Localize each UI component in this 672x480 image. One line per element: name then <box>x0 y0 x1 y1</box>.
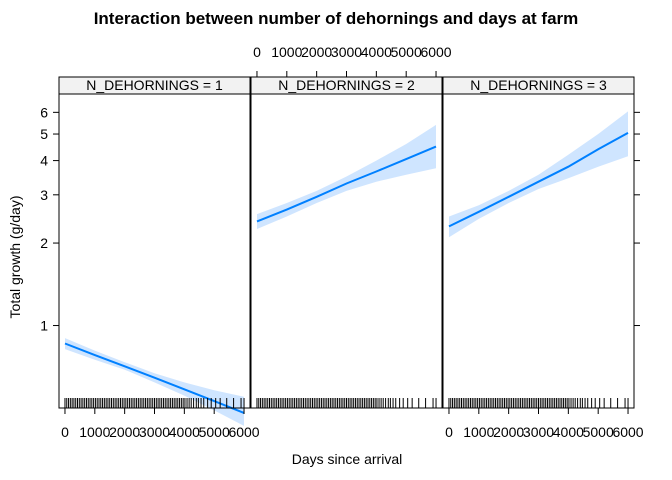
x-tick-label: 4000 <box>361 44 392 60</box>
strip-label: N_DEHORNINGS = 2 <box>278 77 415 93</box>
x-tick-label: 3000 <box>139 424 170 440</box>
y-tick-label: 3 <box>40 187 48 203</box>
strip-label: N_DEHORNINGS = 3 <box>470 77 607 93</box>
fit-line <box>256 145 437 223</box>
x-tick-label: 6000 <box>228 424 259 440</box>
panels: N_DEHORNINGS = 10 10002000300040005000600… <box>40 44 644 440</box>
x-tick-label: 3000 <box>331 44 362 60</box>
confidence-band <box>449 111 628 238</box>
rug <box>448 398 629 408</box>
y-axis: 1 2 3 4 5 6 <box>40 104 640 334</box>
x-tick-label: 1000 <box>271 44 302 60</box>
panel-1: N_DEHORNINGS = 1 0 10002000300040005000600… <box>58 76 260 440</box>
panel-2: N_DEHORNINGS = 2 0 10002000300040005000600… <box>250 44 452 409</box>
x-tick-label: 4000 <box>169 424 200 440</box>
strip-label: N_DEHORNINGS = 1 <box>86 77 223 93</box>
x-tick-label: 0 <box>445 424 453 440</box>
x-tick-label: 5000 <box>199 424 230 440</box>
x-tick-label: 2000 <box>301 44 332 60</box>
x-tick-label: 1000 <box>463 424 494 440</box>
confidence-band <box>257 124 436 229</box>
y-axis-label: Total growth (g/day) <box>7 196 23 319</box>
x-tick-label: 3000 <box>523 424 554 440</box>
panel-border <box>250 93 443 409</box>
chart-title: Interaction between number of dehornings… <box>94 9 579 28</box>
y-tick-label: 1 <box>40 318 48 334</box>
y-tick-label: 6 <box>40 104 48 120</box>
x-tick-label: 6000 <box>612 424 643 440</box>
y-tick-label: 5 <box>40 126 48 142</box>
panel-3: N_DEHORNINGS = 3 0 10002000300040005000600… <box>442 76 644 440</box>
x-tick-label: 2000 <box>493 424 524 440</box>
fit-line <box>64 342 245 414</box>
panel-border <box>58 93 251 409</box>
x-tick-label: 4000 <box>553 424 584 440</box>
rug <box>256 398 437 408</box>
x-tick-label: 1000 <box>79 424 110 440</box>
x-tick-label: 2000 <box>109 424 140 440</box>
rug <box>64 398 245 408</box>
x-tick-label: 0 <box>61 424 69 440</box>
x-tick-label: 0 <box>253 44 261 60</box>
y-tick-label: 2 <box>40 235 48 251</box>
x-tick-label: 5000 <box>583 424 614 440</box>
x-axis-label: Days since arrival <box>292 451 402 467</box>
y-tick-label: 4 <box>40 153 48 169</box>
x-tick-label: 5000 <box>391 44 422 60</box>
x-tick-label: 6000 <box>420 44 451 60</box>
fit-line <box>448 132 629 228</box>
